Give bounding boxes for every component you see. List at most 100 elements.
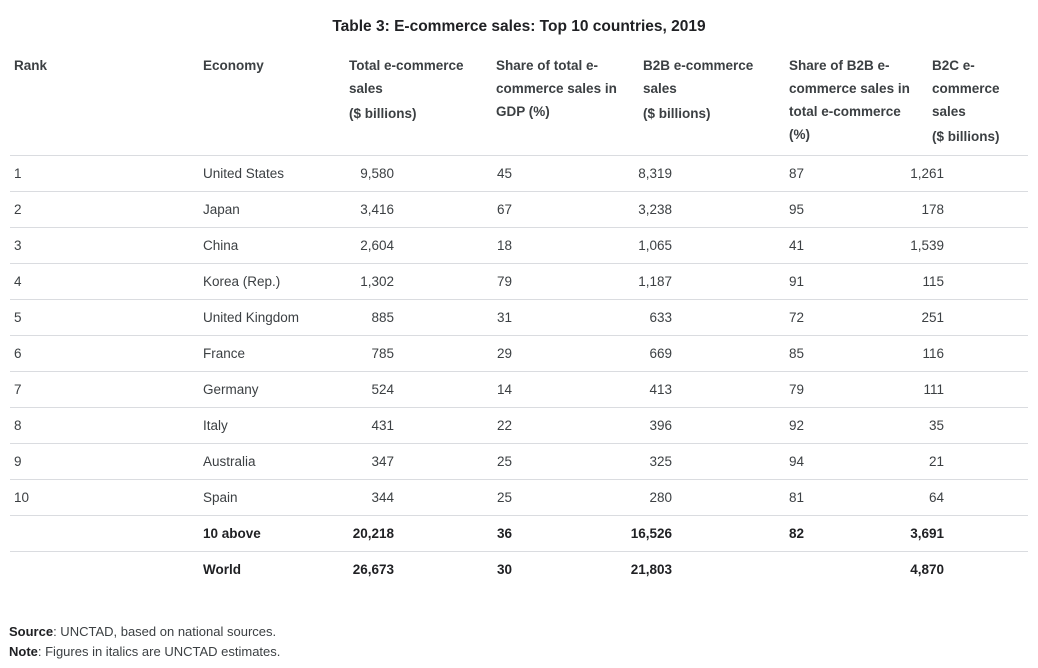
table-row: 10 Spain 344 25 280 81 64	[10, 480, 1028, 516]
cell-share_gdp: 79	[497, 274, 513, 289]
cell-b2b: 396	[649, 418, 672, 433]
cell-b2c: 21	[928, 454, 944, 469]
cell-rank: 4	[14, 274, 22, 289]
cell-b2c: 3,691	[910, 526, 944, 541]
cell-b2b: 280	[649, 490, 672, 505]
header-share-b2b: Share of B2B e-commerce sales in total e…	[789, 54, 921, 146]
cell-b2c: 1,261	[910, 166, 944, 181]
cell-rank: 6	[14, 346, 22, 361]
table-row: 2 Japan 3,416 67 3,238 95 178	[10, 192, 1028, 228]
table-header: Rank Economy Total e-commerce sales ($ b…	[10, 0, 1028, 156]
table-body: 1 United States 9,580 45 8,319 87 1,261 2 Japan 3…	[10, 156, 1028, 588]
cell-share_gdp: 36	[497, 526, 513, 541]
cell-total: 3,416	[360, 202, 394, 217]
table-row: 3 China 2,604 18 1,065 41 1,539	[10, 228, 1028, 264]
cell-b2b: 3,238	[638, 202, 672, 217]
header-b2c-sales: B2C e-commerce sales ($ billions)	[932, 54, 1012, 148]
cell-economy: France	[203, 346, 246, 361]
cell-b2b: 669	[649, 346, 672, 361]
header-b2b-sales: B2B e-commerce sales ($ billions)	[643, 54, 768, 125]
cell-share_b2b: 85	[789, 346, 805, 361]
table-row: World 26,673 30 21,803 4,870	[10, 552, 1028, 588]
table-row: 7 Germany 524 14 413 79 111	[10, 372, 1028, 408]
source-text: : UNCTAD, based on national sources.	[53, 624, 277, 639]
footnotes: Source: UNCTAD, based on national source…	[9, 622, 280, 661]
cell-b2b: 1,065	[638, 238, 672, 253]
header-b2c-label: B2C e-commerce sales	[932, 58, 1000, 119]
cell-economy: Japan	[203, 202, 240, 217]
cell-total: 885	[371, 310, 394, 325]
cell-share_gdp: 31	[497, 310, 513, 325]
header-total-ecommerce-sales: Total e-commerce sales ($ billions)	[349, 54, 474, 125]
note-label: Note	[9, 643, 38, 659]
cell-b2b: 16,526	[630, 526, 672, 541]
cell-total: 2,604	[360, 238, 394, 253]
cell-economy: Spain	[203, 490, 238, 505]
header-b2b-unit: ($ billions)	[643, 106, 711, 121]
cell-b2c: 1,539	[910, 238, 944, 253]
cell-economy: Germany	[203, 382, 259, 397]
header-economy-label: Economy	[203, 58, 264, 73]
cell-b2b: 633	[649, 310, 672, 325]
table-row: 6 France 785 29 669 85 116	[10, 336, 1028, 372]
cell-economy: Italy	[203, 418, 228, 433]
cell-economy: Korea (Rep.)	[203, 274, 281, 289]
table-row: 8 Italy 431 22 396 92 35	[10, 408, 1028, 444]
cell-share_gdp: 29	[497, 346, 513, 361]
cell-share_gdp: 18	[497, 238, 513, 253]
table-title: Table 3: E-commerce sales: Top 10 countr…	[332, 18, 706, 35]
cell-b2c: 4,870	[910, 562, 944, 577]
header-share-b2b-label: Share of B2B e-commerce sales in total e…	[789, 58, 910, 142]
cell-share_b2b: 94	[789, 454, 805, 469]
source-note: Source: UNCTAD, based on national source…	[9, 622, 280, 642]
cell-economy: World	[203, 562, 241, 577]
note-text: : Figures in italics are UNCTAD estimate…	[37, 643, 281, 659]
cell-share_b2b: 91	[789, 274, 805, 289]
cell-b2c: 251	[921, 310, 944, 325]
cell-share_gdp: 45	[497, 166, 513, 181]
cell-total: 431	[371, 418, 394, 433]
cell-total: 26,673	[352, 562, 394, 577]
cell-rank: 5	[14, 310, 22, 325]
cell-total: 1,302	[360, 274, 394, 289]
cell-economy: 10 above	[203, 526, 261, 541]
cell-economy: China	[203, 238, 239, 253]
header-economy: Economy	[203, 54, 343, 77]
cell-total: 785	[371, 346, 394, 361]
cell-economy: United States	[203, 166, 285, 181]
cell-rank: 8	[14, 418, 22, 433]
cell-share_b2b: 82	[789, 526, 805, 541]
cell-share_b2b: 87	[789, 166, 805, 181]
cell-rank: 1	[14, 166, 22, 181]
header-rank-label: Rank	[14, 58, 48, 73]
table-row: 1 United States 9,580 45 8,319 87 1,261	[10, 156, 1028, 192]
cell-rank: 3	[14, 238, 22, 253]
cell-b2b: 413	[649, 382, 672, 397]
cell-b2b: 1,187	[638, 274, 672, 289]
cell-total: 347	[371, 454, 394, 469]
cell-share_gdp: 67	[497, 202, 513, 217]
header-total-unit: ($ billions)	[349, 106, 417, 121]
cell-economy: United Kingdom	[203, 310, 300, 325]
cell-b2c: 35	[928, 418, 944, 433]
table-row: 5 United Kingdom 885 31 633 72 251	[10, 300, 1028, 336]
header-share-gdp-label: Share of total e-commerce sales in GDP (…	[496, 58, 617, 119]
cell-total: 524	[371, 382, 394, 397]
source-label: Source	[9, 624, 54, 639]
cell-share_gdp: 14	[497, 382, 513, 397]
cell-b2c: 111	[923, 382, 944, 397]
cell-share_b2b: 41	[789, 238, 805, 253]
cell-b2c: 116	[922, 346, 944, 361]
cell-share_b2b: 95	[789, 202, 805, 217]
cell-share_b2b: 79	[789, 382, 805, 397]
cell-total: 20,218	[352, 526, 394, 541]
cell-share_b2b: 81	[789, 490, 805, 505]
cell-b2c: 64	[928, 490, 944, 505]
table-row: 9 Australia 347 25 325 94 21	[10, 444, 1028, 480]
cell-rank: 7	[14, 382, 22, 397]
cell-rank: 9	[14, 454, 22, 469]
cell-share_gdp: 25	[497, 490, 513, 505]
cell-rank: 10	[14, 490, 30, 505]
estimates-note: Note: Figures in italics are UNCTAD esti…	[9, 642, 280, 662]
